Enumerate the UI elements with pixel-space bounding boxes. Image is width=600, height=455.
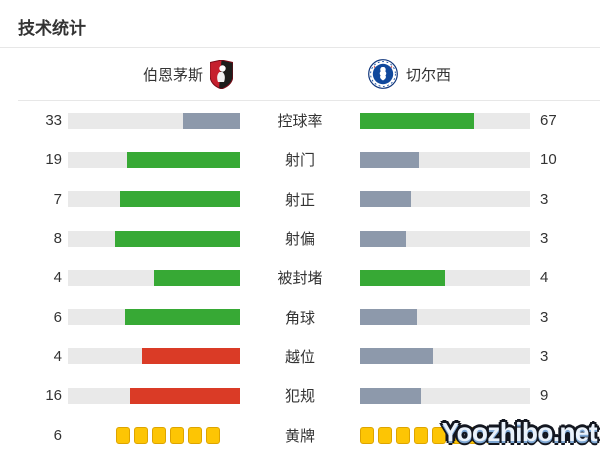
home-bar-fill — [127, 151, 240, 168]
yellow-card-icon — [432, 426, 446, 444]
away-stat-bar — [360, 112, 530, 129]
stat-row: 4 越位 3 — [0, 337, 600, 376]
yellow-card-icon — [468, 426, 482, 444]
stat-label: 犯规 — [284, 388, 315, 406]
home-value: 19 — [45, 151, 62, 169]
home-stat-bar — [68, 387, 240, 404]
yellow-card-icon — [414, 426, 428, 444]
away-bar-fill — [360, 112, 474, 129]
away-stat-bar — [360, 191, 530, 208]
yellow-card-icon — [206, 426, 220, 444]
away-stat-bar — [360, 230, 530, 247]
page-title: 技术统计 — [18, 19, 86, 38]
away-value: 8 — [540, 426, 549, 444]
home-bar-fill — [119, 191, 240, 208]
yellow-card-icon — [360, 426, 374, 444]
away-value: 3 — [540, 230, 549, 248]
away-bar-fill — [360, 269, 445, 286]
away-bar-fill — [360, 151, 419, 168]
away-team-header: 切尔西 — [300, 59, 600, 89]
home-bar-fill — [129, 387, 240, 404]
away-bar-fill — [360, 309, 417, 326]
yellow-card-icon — [486, 426, 500, 444]
yellow-card-icon — [396, 426, 410, 444]
home-bar-fill — [125, 309, 240, 326]
yellow-card-icon — [450, 426, 464, 444]
home-bar-fill — [141, 348, 240, 365]
away-value: 3 — [540, 190, 549, 208]
home-value: 6 — [53, 308, 62, 326]
away-bar-fill — [360, 191, 411, 208]
home-stat-bar — [68, 348, 240, 365]
away-bar-fill — [360, 387, 422, 404]
stats-list: 33 控球率 67 19 射门 10 7 射正 3 8 射偏 3 4 被封堵 4 6 角球 3 4 越位 3 16 犯规 9 6… — [0, 101, 600, 455]
teams-header: 伯恩茅斯 — [0, 48, 600, 100]
yellow-card-icon — [188, 426, 202, 444]
stat-label: 角球 — [284, 309, 315, 327]
home-bar-fill — [114, 230, 240, 247]
away-bar-fill — [360, 348, 433, 365]
stat-row: 33 控球率 67 — [0, 101, 600, 140]
away-value: 9 — [540, 387, 549, 405]
home-stat-bar — [68, 191, 240, 208]
home-stat-bar — [68, 230, 240, 247]
header-divider — [18, 100, 600, 101]
away-stat-bar — [360, 348, 530, 365]
stat-label: 射正 — [284, 191, 315, 209]
home-value: 4 — [53, 347, 62, 365]
yellow-card-icon — [134, 426, 148, 444]
home-value: 8 — [53, 230, 62, 248]
bournemouth-crest-icon — [210, 59, 233, 89]
home-bar-fill — [183, 112, 240, 129]
home-value: 6 — [53, 426, 62, 444]
stat-row: 7 射正 3 — [0, 180, 600, 219]
stat-row: 8 射偏 3 — [0, 219, 600, 258]
home-bar-fill — [154, 269, 240, 286]
watermark: Yoozhibo.net — [441, 417, 598, 447]
stat-row: 4 被封堵 4 — [0, 258, 600, 297]
home-team-header: 伯恩茅斯 — [0, 59, 300, 89]
stat-label: 被封堵 — [277, 270, 323, 288]
home-team-name: 伯恩茅斯 — [142, 66, 203, 84]
away-bar-fill — [360, 230, 407, 247]
title-divider — [0, 47, 600, 48]
chelsea-crest-icon — [368, 59, 398, 89]
away-stat-bar — [360, 151, 530, 168]
stat-row: 6 角球 3 — [0, 297, 600, 336]
stat-row: 19 射门 10 — [0, 140, 600, 179]
home-stat-bar — [68, 426, 240, 444]
stat-label: 射门 — [284, 152, 315, 170]
away-team-name: 切尔西 — [406, 66, 452, 84]
home-value: 7 — [53, 190, 62, 208]
away-stat-bar — [360, 387, 530, 404]
stat-label: 越位 — [284, 348, 315, 366]
home-stat-bar — [68, 309, 240, 326]
yellow-card-icon — [116, 426, 130, 444]
home-value: 4 — [53, 269, 62, 287]
stat-label: 射偏 — [284, 231, 315, 249]
yellow-card-icon — [170, 426, 184, 444]
home-stat-bar — [68, 112, 240, 129]
away-value: 3 — [540, 347, 549, 365]
yellow-card-icon — [378, 426, 392, 444]
stat-row: 16 犯规 9 — [0, 376, 600, 415]
away-value: 67 — [540, 112, 557, 130]
stat-label: 黄牌 — [284, 427, 315, 445]
away-value: 4 — [540, 269, 549, 287]
home-stat-bar — [68, 151, 240, 168]
away-stat-bar — [360, 269, 530, 286]
away-value: 3 — [540, 308, 549, 326]
stat-row: 6 黄牌 8 — [0, 415, 600, 454]
away-stat-bar — [360, 309, 530, 326]
home-value: 33 — [45, 112, 62, 130]
home-stat-bar — [68, 269, 240, 286]
yellow-card-icon — [152, 426, 166, 444]
home-value: 16 — [45, 387, 62, 405]
title-bar: 技术统计 — [0, 0, 600, 47]
away-stat-bar — [360, 426, 530, 444]
away-value: 10 — [540, 151, 557, 169]
stat-label: 控球率 — [277, 113, 323, 131]
